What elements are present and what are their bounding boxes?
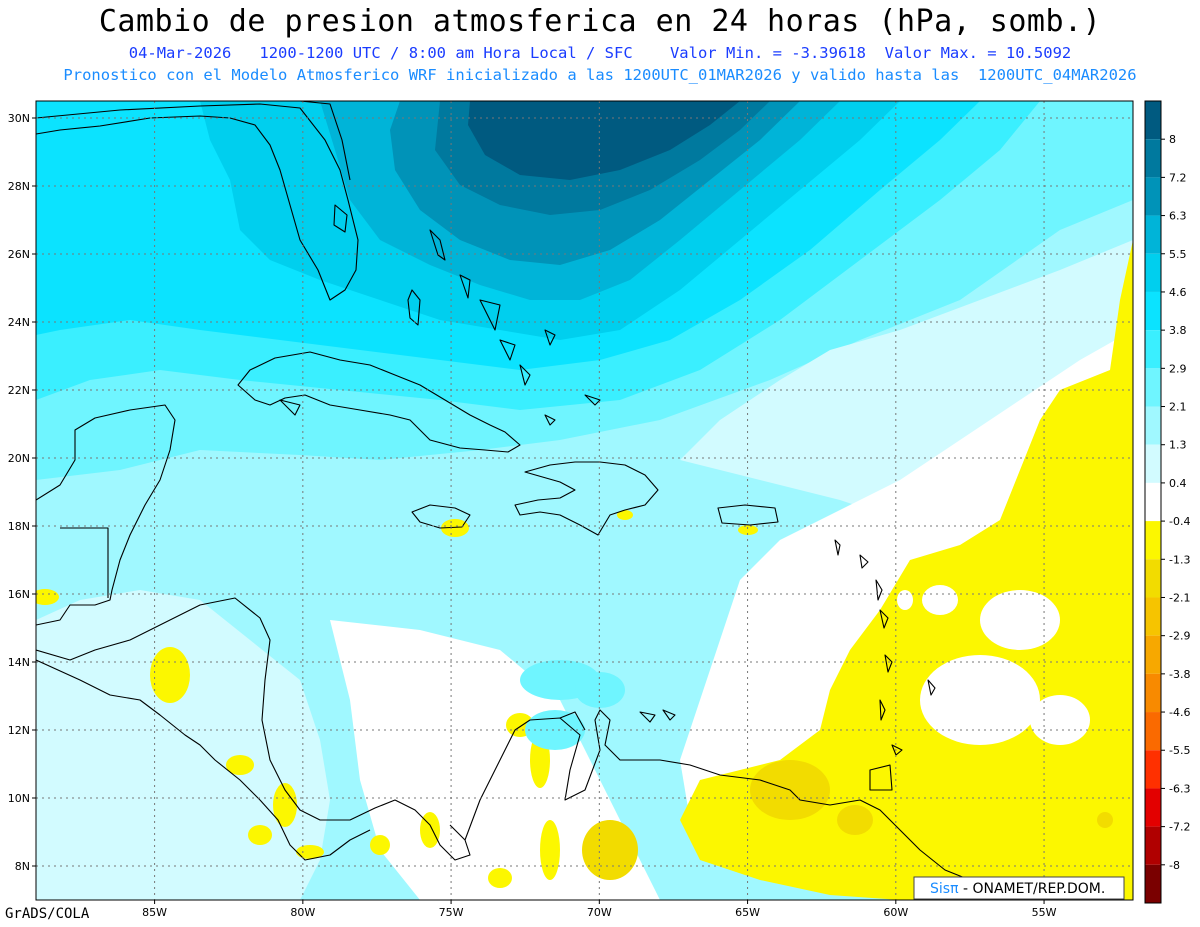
lon-tick-label: 75W [439, 906, 464, 919]
colorbar-label: -3.8 [1169, 668, 1190, 681]
colorbar-label: 4.6 [1169, 286, 1187, 299]
colorbar-frame [1144, 100, 1162, 904]
colorbar-swatch [1145, 635, 1161, 674]
credit-box: Sisπ - ONAMET/REP.DOM. [913, 876, 1125, 900]
lat-tick-label: 12N [8, 724, 30, 737]
coastlines [36, 101, 971, 881]
colorbar-label: 3.8 [1169, 324, 1187, 337]
lon-tick-label: 65W [735, 906, 760, 919]
colorbar-label: 1.3 [1169, 439, 1187, 452]
colorbar-swatch [1145, 139, 1161, 178]
footer-credit: GrADS/COLA [5, 906, 90, 922]
colorbar-label: -5.5 [1169, 744, 1190, 757]
colorbar-label: 0.4 [1169, 477, 1187, 490]
colorbar-swatch [1145, 291, 1161, 331]
map-gridlines [36, 101, 1133, 900]
colorbar-label: 7.2 [1169, 171, 1187, 184]
lat-tick-label: 10N [8, 792, 30, 805]
lon-tick-label: 55W [1032, 906, 1057, 919]
colorbar-label: -4.6 [1169, 706, 1190, 719]
lon-tick-label: 70W [587, 906, 612, 919]
lon-tick-label: 60W [883, 906, 908, 919]
colorbar-label: -7.2 [1169, 821, 1190, 834]
colorbar-label: 6.3 [1169, 210, 1187, 223]
lat-tick-label: 14N [8, 656, 30, 669]
colorbar-swatch [1145, 330, 1161, 369]
colorbar-swatch [1145, 177, 1161, 216]
colorbar-legend: 8 7.2 6.3 5.5 4.6 3.8 2.9 2.1 1.3 0.4 -0.4 -1.3 -2.1… [1144, 100, 1190, 904]
colorbar-swatch [1145, 864, 1161, 903]
lat-tick-label: 8N [15, 860, 30, 873]
colorbar-label: 2.9 [1169, 362, 1187, 375]
lat-tick-label: 16N [8, 588, 30, 601]
chart-title: Cambio de presion atmosferica en 24 hora… [98, 4, 1102, 39]
chart-subtitle-date: 04-Mar-2026 1200-1200 UTC / 8:00 am Hora… [128, 44, 1072, 62]
colorbar-swatch [1145, 712, 1161, 751]
colorbar-swatch [1145, 444, 1161, 483]
lat-tick-label: 22N [8, 384, 30, 397]
colorbar-swatch [1145, 215, 1161, 254]
colorbar-label: -0.4 [1169, 515, 1190, 528]
lat-tick-label: 18N [8, 520, 30, 533]
colorbar-swatch [1145, 482, 1161, 522]
lon-tick-label: 80W [290, 906, 315, 919]
plot-frame [35, 100, 1134, 901]
colorbar-label: -8 [1169, 859, 1180, 872]
axis-ticks: 30N 28N 26N 24N 22N 20N 18N 16N 14N 12N 10N 8N 85W 80… [8, 112, 1057, 919]
colorbar-label: -6.3 [1169, 782, 1190, 795]
lat-tick-label: 30N [8, 112, 30, 125]
colorbar-swatch [1145, 597, 1161, 636]
colorbar-swatch [1145, 826, 1161, 865]
lat-tick-label: 24N [8, 316, 30, 329]
colorbar-swatch [1145, 521, 1161, 560]
colorbar-swatch [1145, 253, 1161, 292]
colorbar-label: 5.5 [1169, 248, 1187, 261]
colorbar-label: -1.3 [1169, 553, 1190, 566]
lat-tick-label: 28N [8, 180, 30, 193]
colorbar-swatch [1145, 788, 1161, 827]
lon-tick-label: 85W [142, 906, 167, 919]
colorbar-label: 8 [1169, 133, 1176, 146]
colorbar-swatch [1145, 673, 1161, 713]
colorbar-label: -2.9 [1169, 630, 1190, 643]
lat-tick-label: 26N [8, 248, 30, 261]
colorbar-swatch [1145, 750, 1161, 789]
credit-text: Sisπ - ONAMET/REP.DOM. [930, 881, 1105, 897]
colorbar-swatch [1145, 368, 1161, 407]
colorbar-swatch [1145, 559, 1161, 598]
shaded-field [36, 101, 1133, 900]
chart-subtitle-model: Pronostico con el Modelo Atmosferico WRF… [63, 66, 1137, 84]
colorbar-label: 2.1 [1169, 401, 1187, 414]
colorbar-label: -2.1 [1169, 591, 1190, 604]
lat-tick-label: 20N [8, 452, 30, 465]
colorbar-swatch [1145, 101, 1161, 140]
colorbar-swatch [1145, 406, 1161, 445]
